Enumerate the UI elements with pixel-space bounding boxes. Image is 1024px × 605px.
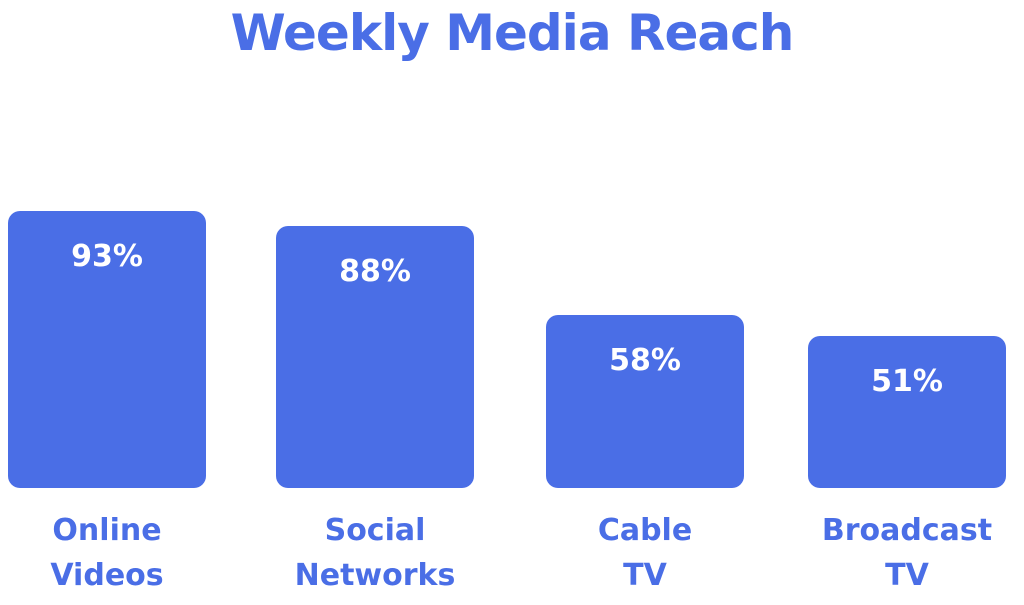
category-label: Cable TV [597, 513, 693, 593]
value-label: 58% [609, 343, 681, 379]
category-label: Social Networks [294, 513, 456, 593]
bar [546, 315, 744, 488]
value-label: 51% [871, 364, 943, 400]
value-label: 88% [339, 253, 411, 289]
bar [8, 210, 206, 488]
category-label: Broadcast TV [821, 513, 993, 593]
bar [808, 336, 1006, 488]
bar [276, 225, 474, 488]
value-label: 93% [71, 238, 143, 274]
category-label: Online Videos [50, 513, 164, 593]
chart-title: Weekly Media Reach [230, 4, 795, 62]
